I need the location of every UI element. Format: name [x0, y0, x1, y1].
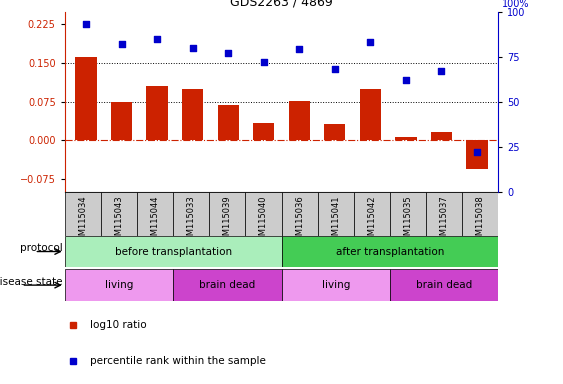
Bar: [173, 269, 282, 301]
Point: [330, 66, 339, 72]
Point: [366, 39, 375, 45]
Bar: [111, 102, 132, 141]
Bar: [65, 192, 101, 236]
Bar: [137, 192, 173, 236]
Point: [153, 36, 162, 42]
Text: brain dead: brain dead: [199, 280, 256, 290]
Text: living: living: [105, 280, 133, 290]
Title: GDS2263 / 4869: GDS2263 / 4869: [230, 0, 333, 9]
Point: [437, 68, 446, 74]
Bar: [65, 236, 282, 267]
Bar: [253, 123, 274, 141]
Bar: [354, 192, 390, 236]
Text: after transplantation: after transplantation: [336, 247, 444, 257]
Bar: [209, 192, 245, 236]
Bar: [282, 192, 318, 236]
Text: brain dead: brain dead: [416, 280, 472, 290]
Text: GSM115040: GSM115040: [259, 195, 268, 246]
Bar: [426, 192, 462, 236]
Bar: [395, 137, 417, 141]
Point: [259, 59, 268, 65]
Bar: [282, 269, 390, 301]
Bar: [101, 192, 137, 236]
Bar: [75, 57, 97, 141]
Bar: [466, 141, 488, 169]
Text: GSM115035: GSM115035: [404, 195, 413, 246]
Bar: [217, 105, 239, 141]
Bar: [390, 192, 426, 236]
Bar: [146, 86, 168, 141]
Bar: [282, 236, 498, 267]
Bar: [390, 269, 498, 301]
Point: [224, 50, 233, 56]
Text: GSM115037: GSM115037: [440, 195, 449, 246]
Point: [295, 46, 304, 53]
Bar: [245, 192, 282, 236]
Text: GSM115041: GSM115041: [331, 195, 340, 246]
Point: [472, 149, 481, 156]
Text: GSM115043: GSM115043: [114, 195, 123, 246]
Bar: [431, 132, 452, 141]
Text: GSM115042: GSM115042: [367, 195, 376, 246]
Text: GSM115034: GSM115034: [78, 195, 87, 246]
Text: log10 ratio: log10 ratio: [90, 319, 147, 329]
Text: living: living: [321, 280, 350, 290]
Bar: [462, 192, 498, 236]
Text: percentile rank within the sample: percentile rank within the sample: [90, 356, 266, 366]
Text: protocol: protocol: [20, 243, 62, 253]
Text: GSM115038: GSM115038: [476, 195, 485, 246]
Point: [82, 21, 91, 27]
Bar: [173, 192, 209, 236]
Bar: [289, 101, 310, 141]
Text: before transplantation: before transplantation: [114, 247, 232, 257]
Bar: [360, 89, 381, 141]
Bar: [324, 124, 346, 141]
Point: [401, 77, 410, 83]
Bar: [65, 269, 173, 301]
Point: [188, 45, 197, 51]
Text: 100%: 100%: [502, 0, 530, 9]
Point: [117, 41, 126, 47]
Text: GSM115033: GSM115033: [187, 195, 196, 246]
Bar: [318, 192, 354, 236]
Text: GSM115036: GSM115036: [295, 195, 304, 246]
Text: disease state: disease state: [0, 277, 62, 287]
Bar: [182, 89, 203, 141]
Text: GSM115044: GSM115044: [150, 195, 159, 246]
Text: GSM115039: GSM115039: [223, 195, 232, 246]
